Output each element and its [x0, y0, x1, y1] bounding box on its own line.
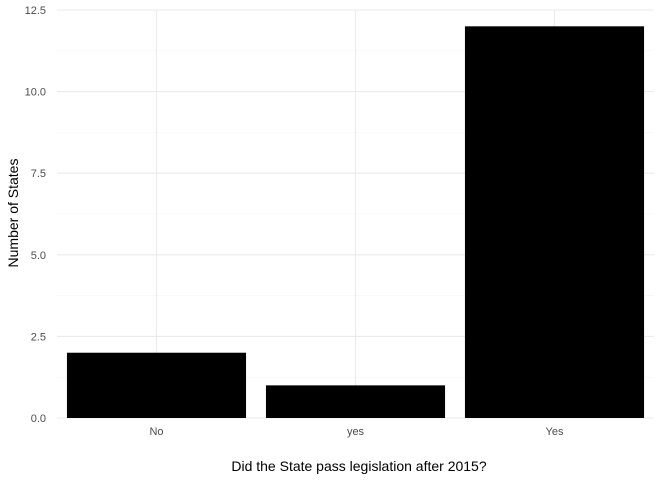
- x-tick-label: Yes: [546, 426, 564, 438]
- y-tick-label: 7.5: [31, 168, 46, 180]
- y-axis-title: Number of States: [5, 159, 21, 268]
- x-axis-title: Did the State pass legislation after 201…: [231, 458, 486, 474]
- x-tick-label: No: [149, 426, 163, 438]
- bar-no: [66, 352, 247, 418]
- bar-yes: [265, 385, 446, 418]
- y-tick-label: 5.0: [31, 250, 46, 262]
- y-axis-ticks: 0.0 2.5 5.0 7.5 10.0 12.5: [25, 5, 46, 425]
- y-tick-label: 10.0: [25, 87, 46, 99]
- x-tick-label: yes: [347, 426, 365, 438]
- y-tick-label: 2.5: [31, 331, 46, 343]
- bar-yes: [464, 26, 645, 418]
- bars: [66, 26, 645, 418]
- y-tick-label: 12.5: [25, 5, 46, 17]
- y-tick-label: 0.0: [31, 413, 46, 425]
- x-axis-ticks: No yes Yes: [149, 426, 563, 438]
